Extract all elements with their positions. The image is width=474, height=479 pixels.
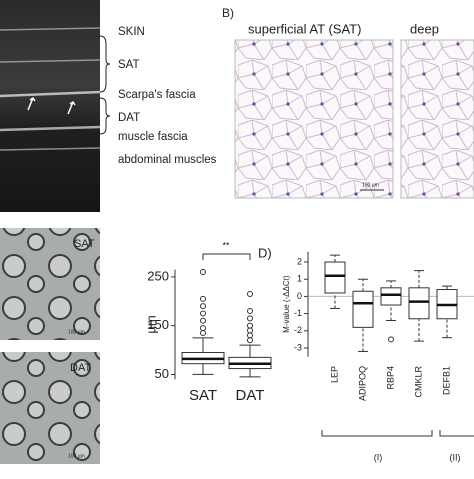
y-tick-label: -2 (294, 325, 302, 335)
x-tick-label: SAT (189, 387, 217, 404)
y-tick-label: -1 (294, 308, 302, 318)
panel-label: D) (258, 245, 272, 260)
box (408, 287, 430, 320)
outlier (247, 290, 253, 297)
histology-image (234, 39, 394, 199)
outlier (247, 322, 253, 329)
layer-label: abdominal muscles (118, 154, 217, 166)
ultrasound-image (0, 0, 100, 212)
layer-label: SKIN (118, 26, 145, 38)
microscopy-image (0, 352, 100, 464)
x-tick-label: ADIPOQ (357, 366, 367, 401)
layer-label: Scarpa's fascia (118, 89, 196, 101)
y-axis-label: µm (143, 315, 158, 333)
significance-bracket (202, 253, 251, 260)
x-tick-label: LEP (329, 366, 339, 383)
annotation: ** (222, 240, 230, 250)
layer-label: DAT (118, 112, 140, 124)
outlier (200, 317, 206, 324)
outlier (247, 332, 253, 339)
outlier (247, 315, 253, 322)
outlier (200, 303, 206, 310)
scale-bar-label: 100 µm (68, 453, 85, 459)
outlier (247, 337, 253, 344)
box (380, 287, 402, 306)
image-title: deep (410, 21, 439, 36)
y-tick-label: 150 (147, 317, 169, 332)
arrows (27, 96, 76, 115)
y-tick-label: 1 (297, 274, 302, 284)
outlier (200, 310, 206, 317)
scale-bar-label: 100 µm (362, 182, 379, 188)
image-label: DAT (70, 362, 91, 374)
outlier (247, 327, 253, 334)
group-label: (I) (374, 452, 383, 462)
group-bracket (439, 430, 474, 437)
y-tick-label: 0 (297, 291, 302, 301)
outlier (200, 329, 206, 336)
microscopy-image (0, 228, 100, 340)
y-tick-label: 2 (297, 256, 302, 266)
scale-bar-label: 100 µm (68, 329, 85, 335)
group-label: (II) (450, 452, 461, 462)
outlier (388, 336, 394, 343)
histology-image (400, 39, 474, 199)
braces (99, 35, 111, 135)
panel-label: B) (222, 6, 234, 20)
layer-label: SAT (118, 59, 140, 71)
y-axis-label: M-value (-ΔΔCt) (282, 275, 291, 333)
outlier (200, 295, 206, 302)
image-title: superficial AT (SAT) (248, 21, 361, 36)
x-tick-label: RBP4 (385, 366, 395, 390)
group-bracket (321, 430, 433, 437)
image-label: SAT (74, 238, 95, 250)
x-tick-label: CMKLR (413, 366, 423, 398)
x-tick-label: DAT (236, 387, 265, 404)
tissue-layers (0, 27, 101, 151)
y-tick-label: 50 (155, 366, 169, 381)
layer-label: muscle fascia (118, 131, 188, 143)
x-tick-label: DEFB1 (441, 366, 451, 395)
y-tick-label: -3 (294, 342, 302, 352)
outlier (200, 269, 206, 276)
y-tick-label: 250 (147, 268, 169, 283)
box (352, 290, 374, 328)
outlier (247, 308, 253, 315)
outlier (200, 325, 206, 332)
box (324, 261, 346, 294)
